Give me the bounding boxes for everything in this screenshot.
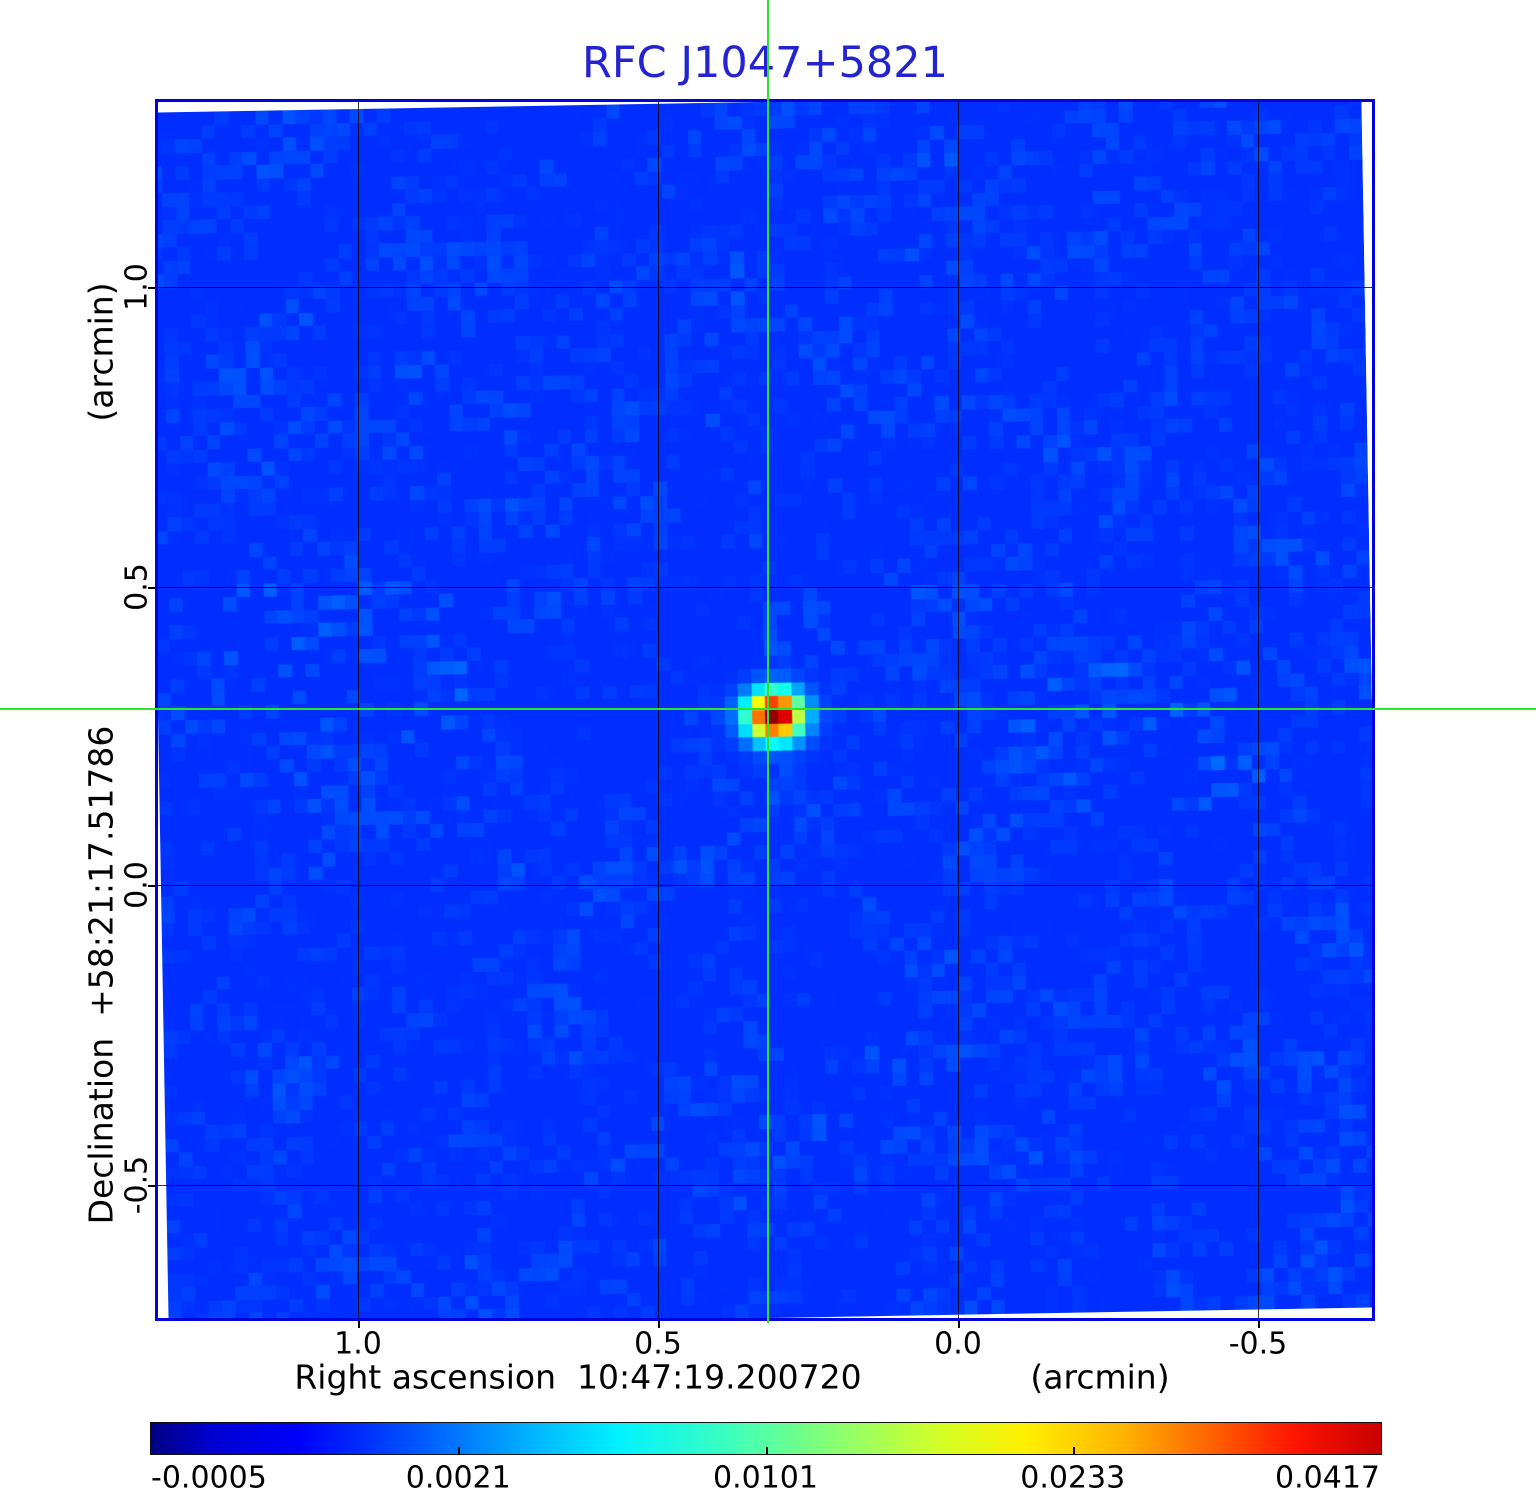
grid-vline (958, 102, 959, 1318)
x-tick-label: 0.0 (934, 1326, 982, 1362)
x-tick-mark (1258, 1321, 1260, 1328)
colorbar-tick-label: 0.0417 (1275, 1460, 1380, 1496)
grid-hline (158, 885, 1372, 886)
y-tick-mark (148, 587, 155, 589)
colorbar-tick-label: 0.0101 (713, 1460, 818, 1496)
colorbar-tick-label: -0.0005 (151, 1460, 267, 1496)
colorbar-tick-label: 0.0021 (405, 1460, 511, 1496)
plot-frame (155, 99, 1375, 1321)
x-tick-label: -0.5 (1228, 1326, 1288, 1362)
x-tick-mark (658, 1321, 660, 1328)
y-tick-mark (148, 885, 155, 887)
grid-hline (158, 1185, 1372, 1186)
colorbar-tick-mark (1072, 1447, 1075, 1454)
y-tick-label: 0.5 (119, 563, 155, 611)
crosshair-vertical-line (767, 0, 769, 1323)
x-tick-mark (358, 1321, 360, 1328)
x-axis-unit-label: (arcmin) (1030, 1357, 1170, 1397)
sky-map-canvas (158, 102, 1372, 1318)
x-axis-label: Right ascension 10:47:19.200720 (294, 1357, 862, 1397)
x-tick-label: 0.5 (634, 1326, 682, 1362)
grid-vline (1258, 102, 1259, 1318)
grid-vline (658, 102, 659, 1318)
y-tick-label: 0.0 (119, 861, 155, 909)
y-tick-label: -0.5 (119, 1155, 155, 1215)
crosshair-horizontal-line (0, 708, 1536, 710)
y-axis-label: Declination +58:21:17.51786 (81, 725, 121, 1225)
x-tick-mark (958, 1321, 960, 1328)
grid-hline (158, 587, 1372, 588)
plot-title: RFC J1047+5821 (582, 38, 948, 88)
y-tick-mark (148, 1185, 155, 1187)
x-tick-label: 1.0 (334, 1326, 382, 1362)
colorbar-tick-mark (765, 1447, 768, 1454)
colorbar-tick-label: 0.0233 (1020, 1460, 1126, 1496)
y-axis-unit-label: (arcmin) (81, 282, 121, 422)
grid-hline (158, 287, 1372, 288)
y-tick-mark (148, 287, 155, 289)
grid-vline (358, 102, 359, 1318)
colorbar-tick-mark (458, 1447, 461, 1454)
y-tick-label: 1.0 (119, 263, 155, 311)
